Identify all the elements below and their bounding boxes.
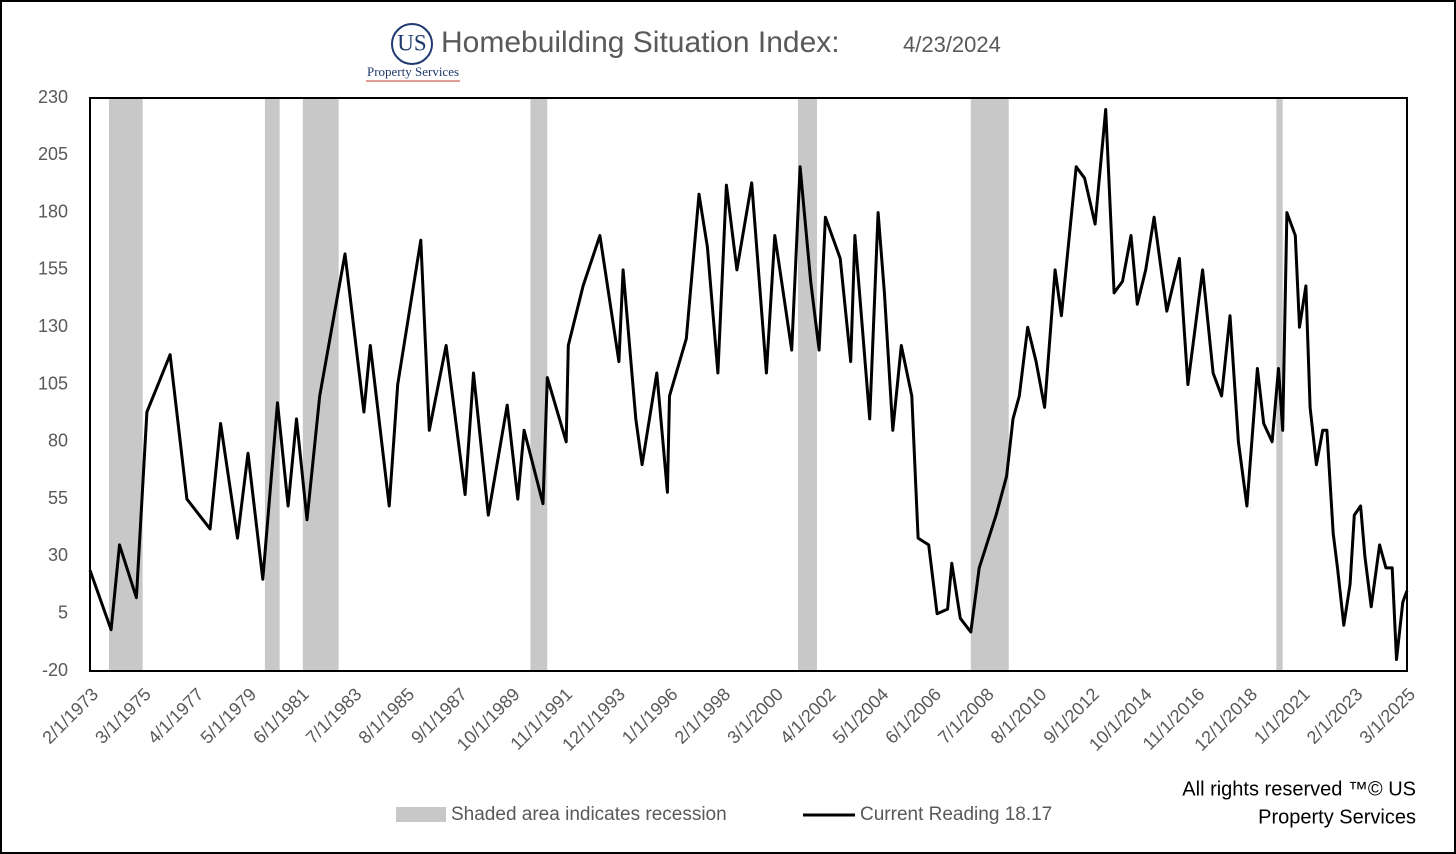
- chart-date: 4/23/2024: [903, 32, 1001, 57]
- legend-swatch: [396, 807, 446, 822]
- legend-label: Shaded area indicates recession: [451, 804, 727, 825]
- copyright: All rights reserved ™© US: [1182, 778, 1416, 800]
- chart-title: Homebuilding Situation Index:: [441, 26, 840, 59]
- y-tick-label: 130: [38, 316, 68, 336]
- legend-label: Current Reading 18.17: [860, 804, 1052, 825]
- y-tick-label: 55: [48, 488, 68, 508]
- y-tick-label: 105: [38, 373, 68, 393]
- y-tick-label: -20: [42, 660, 68, 680]
- recession-band: [264, 98, 280, 671]
- series-line: [88, 108, 1409, 661]
- copyright: Property Services: [1258, 806, 1416, 828]
- y-tick-label: 5: [58, 602, 68, 622]
- logo-initials: US: [397, 30, 426, 55]
- y-tick-label: 205: [38, 144, 68, 164]
- recession-band: [530, 98, 548, 671]
- logo-name: Property Services: [367, 64, 459, 79]
- y-tick-label: 230: [38, 87, 68, 107]
- logo-circle: [391, 23, 433, 65]
- recession-band: [798, 98, 817, 671]
- y-tick-label: 155: [38, 259, 68, 279]
- y-tick-label: 180: [38, 201, 68, 221]
- y-tick-label: 30: [48, 545, 68, 565]
- y-tick-label: 80: [48, 431, 68, 451]
- plot-frame: [89, 97, 1408, 672]
